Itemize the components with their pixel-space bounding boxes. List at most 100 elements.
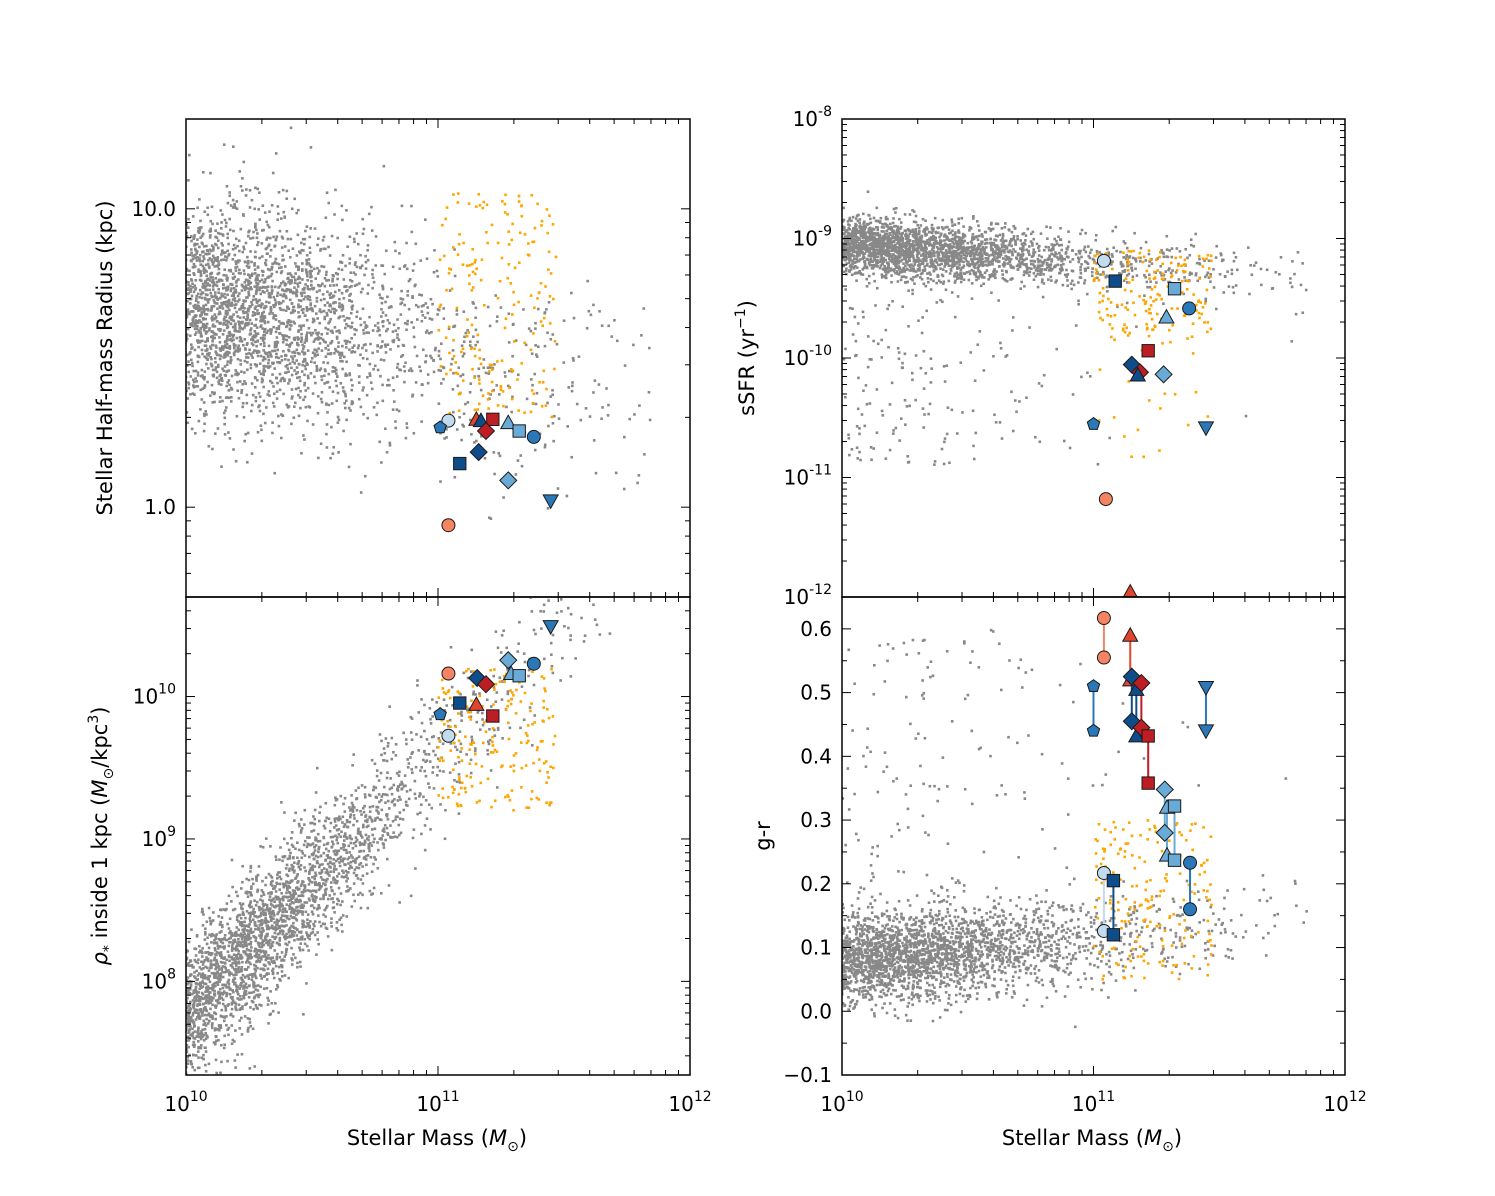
gray-point: [224, 300, 228, 304]
gray-point: [244, 278, 248, 282]
gray-point: [1260, 283, 1263, 287]
gray-point: [1107, 251, 1110, 254]
gray-point: [338, 315, 342, 318]
gray-point: [194, 321, 198, 325]
gray-point: [575, 402, 579, 406]
gray-point: [410, 369, 414, 373]
gray-point: [244, 323, 247, 326]
gray-point: [869, 254, 873, 258]
gray-point: [984, 260, 987, 263]
gray-point: [344, 372, 348, 376]
gray-point: [960, 257, 963, 261]
gray-point: [430, 330, 433, 334]
orange-point: [548, 294, 552, 298]
gray-point: [915, 258, 919, 262]
gray-point: [847, 242, 850, 246]
gray-point: [311, 331, 315, 335]
gray-point: [190, 347, 193, 350]
gray-point: [319, 247, 323, 251]
gray-point: [245, 343, 249, 347]
gray-point: [904, 246, 907, 250]
gray-point: [253, 363, 257, 366]
gray-point: [943, 437, 947, 440]
orange-point: [460, 350, 463, 354]
gray-point: [351, 384, 354, 387]
gray-point: [292, 416, 296, 420]
gray-point: [314, 277, 318, 280]
gray-point: [212, 304, 216, 308]
gray-point: [335, 330, 339, 333]
gray-point: [425, 354, 428, 358]
gray-point: [980, 233, 984, 236]
orange-point: [467, 202, 471, 206]
orange-point: [513, 340, 516, 343]
gray-point: [977, 269, 980, 272]
gray-point: [276, 348, 280, 352]
gray-point: [493, 363, 496, 366]
gray-point: [452, 325, 455, 329]
gray-point: [1203, 259, 1206, 262]
gray-point: [983, 238, 987, 242]
gray-point: [648, 418, 652, 422]
gray-point: [1207, 259, 1211, 263]
gray-point: [1020, 254, 1023, 258]
gray-point: [291, 351, 294, 354]
gray-point: [295, 359, 298, 362]
gray-point: [305, 225, 309, 228]
gray-point: [325, 402, 328, 406]
gray-point: [876, 265, 879, 268]
gray-point: [472, 335, 475, 339]
gray-point: [1188, 273, 1192, 276]
gray-point: [364, 254, 367, 258]
gray-point: [543, 311, 547, 315]
gray-point: [925, 264, 929, 267]
gray-point: [294, 272, 297, 275]
gray-point: [225, 326, 229, 330]
gray-point: [936, 273, 940, 277]
gray-point: [1079, 271, 1083, 275]
gray-point: [315, 367, 319, 370]
gray-point: [219, 227, 223, 230]
gray-point: [299, 299, 303, 303]
gray-point: [422, 304, 425, 307]
gray-point: [1056, 263, 1060, 267]
gray-point: [255, 291, 258, 294]
gray-point: [863, 227, 866, 231]
gray-point: [326, 352, 330, 356]
gray-point: [359, 353, 362, 357]
gray-point: [412, 431, 416, 435]
gray-point: [234, 322, 237, 326]
triangle-up-marker: [499, 414, 517, 430]
gray-point: [303, 373, 306, 377]
gray-point: [286, 406, 290, 409]
gray-point: [281, 340, 285, 344]
gray-point: [851, 242, 855, 246]
gray-point: [349, 271, 353, 275]
gray-point: [323, 317, 327, 321]
gray-point: [872, 250, 875, 253]
gray-point: [447, 327, 451, 331]
gray-point: [287, 382, 290, 385]
gray-point: [241, 189, 244, 192]
gray-point: [270, 268, 273, 271]
gray-point: [924, 250, 928, 254]
gray-point: [246, 342, 249, 345]
gray-point: [940, 226, 944, 229]
gray-point: [952, 245, 956, 249]
orange-point: [461, 379, 465, 382]
gray-point: [594, 471, 598, 475]
gray-point: [477, 375, 481, 378]
gray-point: [978, 234, 981, 238]
gray-point: [296, 371, 299, 374]
gray-point: [978, 275, 981, 278]
gray-point: [307, 262, 311, 265]
gray-point: [884, 268, 888, 272]
gray-point: [939, 267, 942, 270]
gray-point: [880, 338, 884, 342]
orange-point: [518, 231, 522, 235]
gray-point: [398, 267, 402, 271]
gray-point: [1087, 254, 1090, 258]
gray-point: [975, 278, 978, 282]
gray-point: [342, 296, 346, 300]
gray-point: [1067, 240, 1071, 244]
